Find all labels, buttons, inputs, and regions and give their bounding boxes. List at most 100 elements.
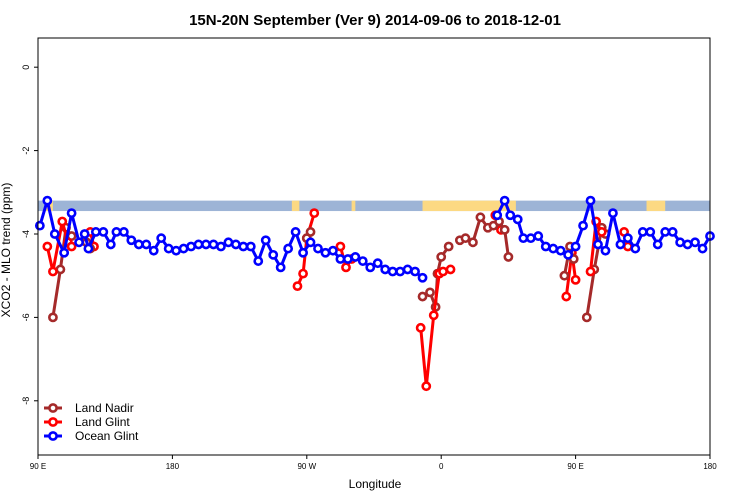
- data-point: [555, 245, 566, 256]
- land-ocean-band: [38, 200, 710, 212]
- data-point: [283, 243, 294, 254]
- data-point: [57, 216, 68, 227]
- data-point: [570, 274, 581, 285]
- y-tick-label: -4: [21, 230, 31, 238]
- data-point: [395, 266, 406, 277]
- data-point: [305, 227, 316, 237]
- data-point: [443, 241, 454, 252]
- data-point: [171, 245, 182, 256]
- data-point: [223, 237, 234, 248]
- data-point: [305, 237, 316, 248]
- data-point: [253, 256, 264, 266]
- data-point: [98, 227, 109, 237]
- x-tick-label: 180: [703, 462, 717, 471]
- legend-marker-land-nadir: [48, 403, 58, 413]
- data-point: [421, 381, 432, 392]
- data-point: [600, 245, 611, 256]
- data-point: [548, 243, 559, 254]
- legend-label-land-nadir: Land Nadir: [75, 401, 134, 415]
- data-point: [238, 241, 249, 252]
- data-point: [637, 227, 648, 237]
- data-point: [118, 227, 129, 237]
- data-point: [66, 208, 77, 219]
- data-point: [559, 270, 570, 281]
- legend: Land Nadir Land Glint Ocean Glint: [44, 401, 139, 443]
- legend-marker-ocean-glint: [48, 431, 58, 441]
- legend-item-ocean-glint: Ocean Glint: [44, 429, 139, 443]
- data-point: [570, 241, 581, 252]
- legend-label-ocean-glint: Ocean Glint: [75, 429, 139, 443]
- data-point: [512, 214, 523, 225]
- data-point: [410, 266, 420, 277]
- data-point: [417, 272, 428, 283]
- data-point: [298, 268, 308, 279]
- data-point: [141, 239, 152, 250]
- y-tick-label: -2: [21, 147, 31, 155]
- data-point: [563, 249, 574, 260]
- data-point: [133, 239, 144, 250]
- data-point: [499, 195, 510, 206]
- data-point: [682, 239, 693, 250]
- y-tick-label: -8: [21, 397, 31, 405]
- data-point: [492, 210, 503, 221]
- data-point: [83, 243, 94, 254]
- data-point: [415, 322, 426, 333]
- data-point: [581, 312, 592, 323]
- data-point: [428, 310, 439, 321]
- data-point: [230, 239, 241, 250]
- data-point: [585, 266, 596, 277]
- data-point: [608, 208, 618, 219]
- data-point: [690, 237, 700, 248]
- data-point: [342, 254, 353, 264]
- data-point: [260, 235, 271, 246]
- data-point: [460, 233, 471, 244]
- data-point: [49, 229, 60, 239]
- data-point: [499, 224, 510, 235]
- data-point: [380, 264, 391, 275]
- data-point: [48, 266, 58, 277]
- data-point: [630, 243, 641, 254]
- data-point: [505, 210, 516, 221]
- data-point: [42, 241, 53, 252]
- data-point: [105, 239, 116, 250]
- data-point: [178, 243, 189, 254]
- land-segment-1: [291, 200, 300, 212]
- data-point: [475, 212, 486, 223]
- data-point: [645, 227, 656, 237]
- data-point: [79, 229, 90, 239]
- data-point: [292, 281, 303, 292]
- data-point: [697, 243, 708, 254]
- data-point: [518, 233, 529, 244]
- data-point: [335, 241, 346, 252]
- land-segment-3: [422, 200, 516, 212]
- data-point: [111, 227, 122, 237]
- legend-item-land-nadir: Land Nadir: [44, 401, 134, 415]
- ocean-band: [38, 200, 710, 212]
- series-3: [34, 195, 715, 283]
- data-point: [417, 291, 428, 302]
- data-point: [652, 239, 663, 250]
- data-point: [540, 241, 551, 252]
- data-point: [90, 227, 101, 237]
- data-point: [365, 262, 376, 273]
- data-point: [126, 235, 137, 246]
- data-point: [341, 262, 351, 273]
- data-point: [66, 241, 77, 252]
- data-point: [503, 252, 514, 262]
- data-point: [163, 243, 174, 254]
- data-point: [216, 241, 226, 252]
- data-point: [468, 237, 478, 248]
- chart-title: 15N-20N September (Ver 9) 2014-09-06 to …: [189, 12, 561, 29]
- data-point: [357, 256, 368, 266]
- data-point: [372, 258, 383, 269]
- data-point: [438, 266, 448, 277]
- data-point: [290, 227, 301, 237]
- data-point: [59, 247, 70, 258]
- x-tick-label: 90 E: [567, 462, 583, 471]
- data-point: [622, 233, 633, 244]
- x-axis-label: Longitude: [349, 477, 402, 491]
- data-point: [74, 237, 84, 248]
- y-axis-label: XCO2 - MLO trend (ppm): [0, 183, 13, 318]
- data-point: [320, 247, 331, 258]
